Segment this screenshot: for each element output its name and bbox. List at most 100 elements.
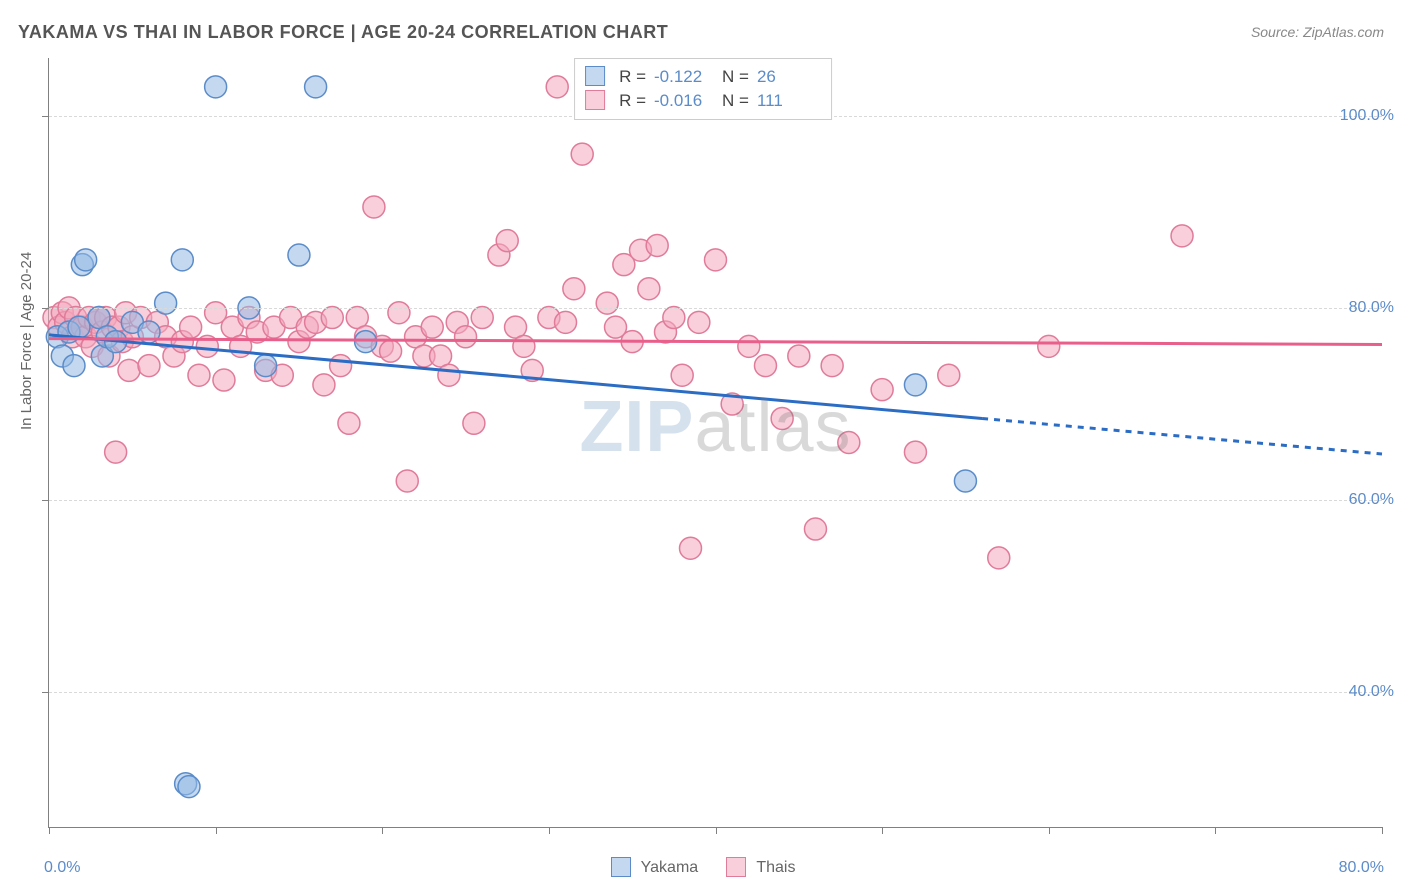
data-point — [305, 76, 327, 98]
scatter-svg — [49, 58, 1382, 827]
data-point — [180, 316, 202, 338]
y-axis-label: In Labor Force | Age 20-24 — [18, 252, 35, 430]
data-point — [171, 249, 193, 271]
data-point — [513, 335, 535, 357]
data-point — [804, 518, 826, 540]
data-point — [771, 407, 793, 429]
x-tick — [1049, 827, 1050, 834]
gridline-h — [49, 692, 1382, 693]
gridline-h — [49, 500, 1382, 501]
data-point — [118, 359, 140, 381]
data-point — [638, 278, 660, 300]
data-point — [463, 412, 485, 434]
r-label: R = — [619, 65, 646, 89]
data-point — [1171, 225, 1193, 247]
y-tick — [42, 116, 49, 117]
data-point — [688, 311, 710, 333]
x-tick-label-max: 80.0% — [1339, 859, 1384, 877]
data-point — [188, 364, 210, 386]
trend-line — [982, 418, 1382, 454]
data-point — [663, 307, 685, 329]
y-tick-label: 80.0% — [1349, 299, 1394, 317]
gridline-h — [49, 308, 1382, 309]
legend-label-yakama: Yakama — [641, 859, 699, 876]
data-point — [178, 776, 200, 798]
data-point — [421, 316, 443, 338]
data-point — [138, 355, 160, 377]
n-value-thais: 111 — [757, 89, 817, 113]
data-point — [321, 307, 343, 329]
y-tick-label: 60.0% — [1349, 491, 1394, 509]
data-point — [288, 244, 310, 266]
data-point — [680, 537, 702, 559]
data-point — [821, 355, 843, 377]
legend-row-thais: R = -0.016 N = 111 — [585, 89, 817, 113]
legend-swatch-thais — [726, 857, 746, 877]
data-point — [904, 441, 926, 463]
legend-swatch-yakama — [585, 66, 605, 86]
legend-row-yakama: R = -0.122 N = 26 — [585, 65, 817, 89]
data-point — [496, 230, 518, 252]
x-tick — [549, 827, 550, 834]
n-label: N = — [722, 65, 749, 89]
data-point — [988, 547, 1010, 569]
data-point — [571, 143, 593, 165]
x-tick-label-min: 0.0% — [44, 859, 80, 877]
data-point — [68, 316, 90, 338]
data-point — [205, 76, 227, 98]
data-point — [596, 292, 618, 314]
data-point — [330, 355, 352, 377]
data-point — [213, 369, 235, 391]
x-tick — [716, 827, 717, 834]
data-point — [338, 412, 360, 434]
legend-item-thais: Thais — [726, 858, 795, 878]
data-point — [105, 441, 127, 463]
data-point — [646, 234, 668, 256]
series-legend: Yakama Thais — [0, 858, 1406, 878]
data-point — [155, 292, 177, 314]
data-point — [938, 364, 960, 386]
legend-swatch-thais — [585, 90, 605, 110]
data-point — [455, 326, 477, 348]
data-point — [363, 196, 385, 218]
legend-item-yakama: Yakama — [611, 858, 699, 878]
legend-label-thais: Thais — [756, 859, 795, 876]
data-point — [738, 335, 760, 357]
data-point — [313, 374, 335, 396]
r-label: R = — [619, 89, 646, 113]
source-attribution: Source: ZipAtlas.com — [1251, 24, 1384, 40]
legend-swatch-yakama — [611, 857, 631, 877]
data-point — [555, 311, 577, 333]
data-point — [396, 470, 418, 492]
y-tick — [42, 692, 49, 693]
data-point — [255, 355, 277, 377]
x-tick — [382, 827, 383, 834]
data-point — [546, 76, 568, 98]
chart-title: YAKAMA VS THAI IN LABOR FORCE | AGE 20-2… — [18, 22, 668, 43]
n-value-yakama: 26 — [757, 65, 817, 89]
x-tick — [216, 827, 217, 834]
plot-area: ZIPatlas — [48, 58, 1382, 828]
y-tick — [42, 500, 49, 501]
data-point — [954, 470, 976, 492]
r-value-thais: -0.016 — [654, 89, 714, 113]
y-tick-label: 100.0% — [1340, 107, 1394, 125]
x-tick — [882, 827, 883, 834]
data-point — [563, 278, 585, 300]
data-point — [754, 355, 776, 377]
data-point — [63, 355, 85, 377]
data-point — [705, 249, 727, 271]
data-point — [380, 340, 402, 362]
x-tick — [49, 827, 50, 834]
x-tick — [1382, 827, 1383, 834]
y-tick — [42, 308, 49, 309]
data-point — [871, 379, 893, 401]
y-tick-label: 40.0% — [1349, 683, 1394, 701]
data-point — [838, 432, 860, 454]
data-point — [388, 302, 410, 324]
data-point — [671, 364, 693, 386]
data-point — [75, 249, 97, 271]
data-point — [438, 364, 460, 386]
data-point — [788, 345, 810, 367]
r-value-yakama: -0.122 — [654, 65, 714, 89]
